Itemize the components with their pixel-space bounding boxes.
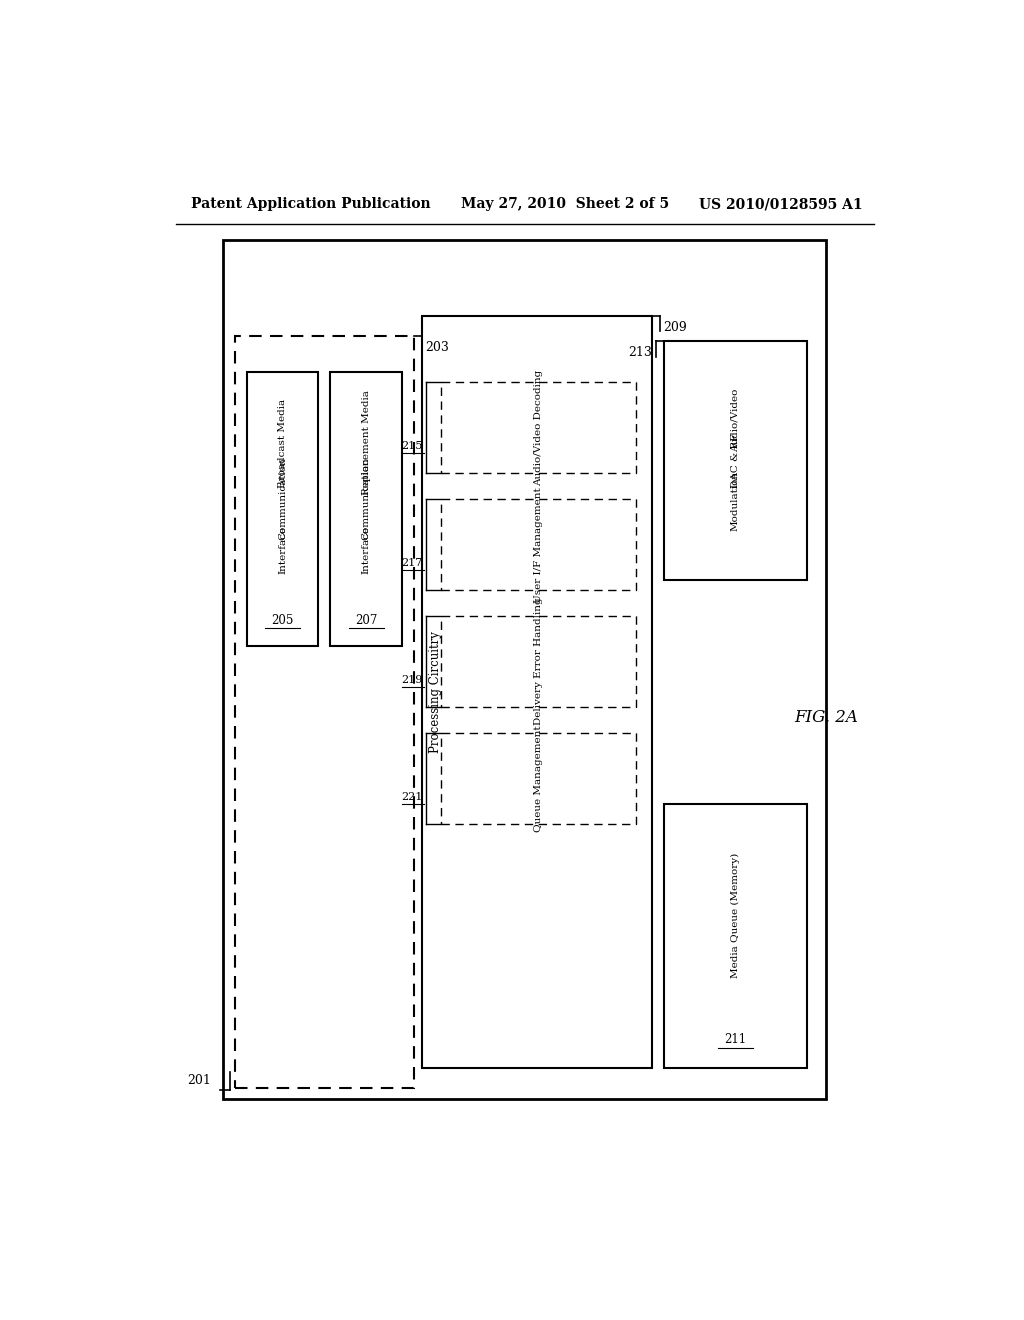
Text: 207: 207 <box>355 614 377 627</box>
Text: 203: 203 <box>426 342 450 354</box>
Text: US 2010/0128595 A1: US 2010/0128595 A1 <box>699 197 863 211</box>
Text: 217: 217 <box>401 558 423 568</box>
FancyBboxPatch shape <box>664 342 807 581</box>
Text: 213: 213 <box>628 346 652 359</box>
FancyBboxPatch shape <box>441 381 636 474</box>
Text: Processing Circuitry: Processing Circuitry <box>429 631 442 752</box>
FancyBboxPatch shape <box>441 615 636 708</box>
Text: Audio/Video: Audio/Video <box>730 388 739 451</box>
Text: User I/F Management: User I/F Management <box>535 487 543 602</box>
FancyBboxPatch shape <box>441 733 636 824</box>
Text: Modulation: Modulation <box>730 471 739 532</box>
FancyBboxPatch shape <box>236 337 414 1089</box>
Text: Queue Management: Queue Management <box>535 725 543 832</box>
Text: May 27, 2010  Sheet 2 of 5: May 27, 2010 Sheet 2 of 5 <box>461 197 670 211</box>
Text: Interface: Interface <box>361 525 371 574</box>
Text: Communication: Communication <box>361 458 371 540</box>
FancyBboxPatch shape <box>441 499 636 590</box>
FancyBboxPatch shape <box>223 240 826 1098</box>
Text: 201: 201 <box>187 1073 211 1086</box>
Text: 215: 215 <box>401 441 423 451</box>
FancyBboxPatch shape <box>422 315 651 1068</box>
Text: Communication: Communication <box>279 458 288 540</box>
Text: FIG. 2A: FIG. 2A <box>795 709 858 726</box>
FancyBboxPatch shape <box>247 372 318 647</box>
Text: Delivery Error Handling: Delivery Error Handling <box>535 598 543 725</box>
Text: DAC & RF: DAC & RF <box>730 433 739 488</box>
Text: Audio/Video Decoding: Audio/Video Decoding <box>535 370 543 486</box>
Text: 205: 205 <box>271 614 294 627</box>
Text: 219: 219 <box>401 675 423 685</box>
Text: Patent Application Publication: Patent Application Publication <box>191 197 431 211</box>
Text: Replacement Media: Replacement Media <box>361 391 371 495</box>
FancyBboxPatch shape <box>331 372 401 647</box>
Text: Interface: Interface <box>279 525 288 574</box>
Text: Broadcast Media: Broadcast Media <box>279 399 288 487</box>
FancyBboxPatch shape <box>664 804 807 1068</box>
Text: 211: 211 <box>724 1034 746 1047</box>
Text: 221: 221 <box>401 792 423 801</box>
Text: Media Queue (Memory): Media Queue (Memory) <box>730 853 739 978</box>
Text: 209: 209 <box>664 321 687 334</box>
